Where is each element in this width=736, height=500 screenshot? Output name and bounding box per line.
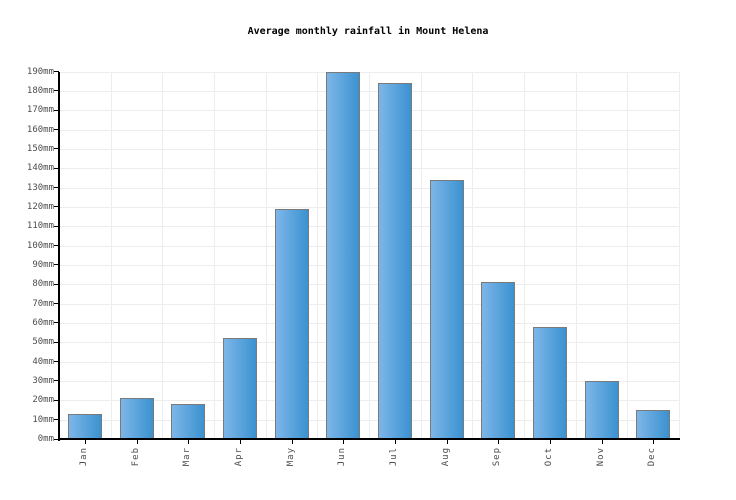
v-gridline (472, 71, 474, 439)
y-tick-label: 90mm (32, 259, 54, 270)
x-tick-label-jan: Jan (78, 447, 89, 467)
v-gridline (575, 71, 577, 439)
x-tick-mark (498, 440, 500, 444)
bar-jan (67, 413, 102, 439)
y-tick-mark (54, 187, 59, 189)
y-tick-mark (54, 361, 59, 363)
v-gridline (162, 71, 164, 439)
x-tick-label-apr: Apr (233, 447, 244, 467)
y-tick-mark (54, 264, 59, 266)
y-tick-mark (54, 90, 59, 92)
y-tick-label: 80mm (32, 279, 54, 290)
x-tick-mark (136, 440, 138, 444)
x-tick-mark (84, 440, 86, 444)
x-tick-label-nov: Nov (595, 447, 606, 467)
x-tick-mark (653, 440, 655, 444)
x-tick-mark (239, 440, 241, 444)
bar-nov (584, 380, 619, 439)
v-gridline (627, 71, 629, 439)
y-tick-mark (54, 109, 59, 111)
x-tick-label-feb: Feb (130, 447, 141, 467)
x-tick-label-dec: Dec (647, 447, 658, 467)
y-tick-label: 140mm (26, 163, 54, 174)
y-tick-label: 150mm (26, 143, 54, 154)
y-tick-mark (54, 225, 59, 227)
x-tick-mark (291, 440, 293, 444)
x-tick-label-jun: Jun (337, 447, 348, 467)
bar-jun (326, 71, 361, 439)
y-tick-mark (54, 71, 59, 72)
x-tick-mark (549, 440, 551, 444)
y-tick-label: 10mm (32, 414, 54, 425)
y-tick-mark (54, 206, 59, 208)
bar-mar (171, 404, 206, 439)
x-tick-label-oct: Oct (543, 447, 554, 467)
bar-oct (532, 326, 567, 439)
x-tick-mark (188, 440, 190, 444)
y-tick-label: 0mm (37, 434, 54, 444)
y-tick-label: 40mm (32, 356, 54, 367)
bar-apr (222, 338, 257, 439)
bar-jul (377, 83, 412, 439)
y-tick-label: 180mm (26, 85, 54, 96)
y-axis-line (58, 71, 60, 441)
x-tick-mark (601, 440, 603, 444)
v-gridline (317, 71, 319, 439)
y-tick-label: 50mm (32, 337, 54, 348)
chart-title: Average monthly rainfall in Mount Helena (247, 26, 489, 37)
y-tick-label: 100mm (26, 240, 54, 251)
y-tick-label: 130mm (26, 182, 54, 193)
y-tick-mark (54, 380, 59, 382)
v-gridline (524, 71, 525, 439)
v-gridline (420, 71, 422, 439)
y-tick-label: 20mm (32, 395, 54, 406)
v-gridline (369, 71, 370, 439)
bar-aug (429, 179, 464, 439)
x-tick-label-mar: Mar (182, 447, 193, 467)
y-tick-mark (54, 167, 59, 169)
y-tick-mark (54, 341, 59, 343)
y-tick-label: 30mm (32, 375, 54, 386)
v-gridline (214, 71, 215, 439)
bar-may (274, 208, 309, 439)
y-tick-mark (54, 245, 59, 247)
x-tick-label-sep: Sep (492, 447, 503, 467)
x-tick-mark (343, 440, 345, 444)
x-tick-label-aug: Aug (440, 447, 451, 467)
y-tick-label: 110mm (26, 221, 54, 232)
y-tick-label: 170mm (26, 105, 54, 116)
bar-dec (636, 409, 671, 439)
y-tick-mark (54, 322, 59, 324)
x-tick-label-may: May (285, 447, 296, 467)
v-gridline (110, 71, 112, 439)
y-tick-label: 120mm (26, 201, 54, 212)
v-gridline (265, 71, 267, 439)
x-axis-line (58, 438, 680, 440)
y-tick-mark (54, 399, 59, 401)
bar-sep (481, 282, 516, 439)
v-gridline (679, 71, 680, 439)
y-tick-label: 60mm (32, 317, 54, 328)
x-tick-label-jul: Jul (388, 447, 399, 467)
x-tick-mark (394, 440, 396, 444)
y-tick-mark (54, 419, 59, 421)
bar-feb (119, 398, 154, 439)
y-tick-mark (54, 438, 59, 440)
y-tick-mark (54, 283, 59, 285)
y-tick-label: 190mm (26, 66, 54, 77)
y-tick-label: 160mm (26, 124, 54, 135)
x-tick-mark (446, 440, 448, 444)
y-tick-mark (54, 129, 59, 131)
y-tick-label: 70mm (32, 298, 54, 309)
y-tick-mark (54, 303, 59, 305)
y-tick-mark (54, 148, 59, 150)
